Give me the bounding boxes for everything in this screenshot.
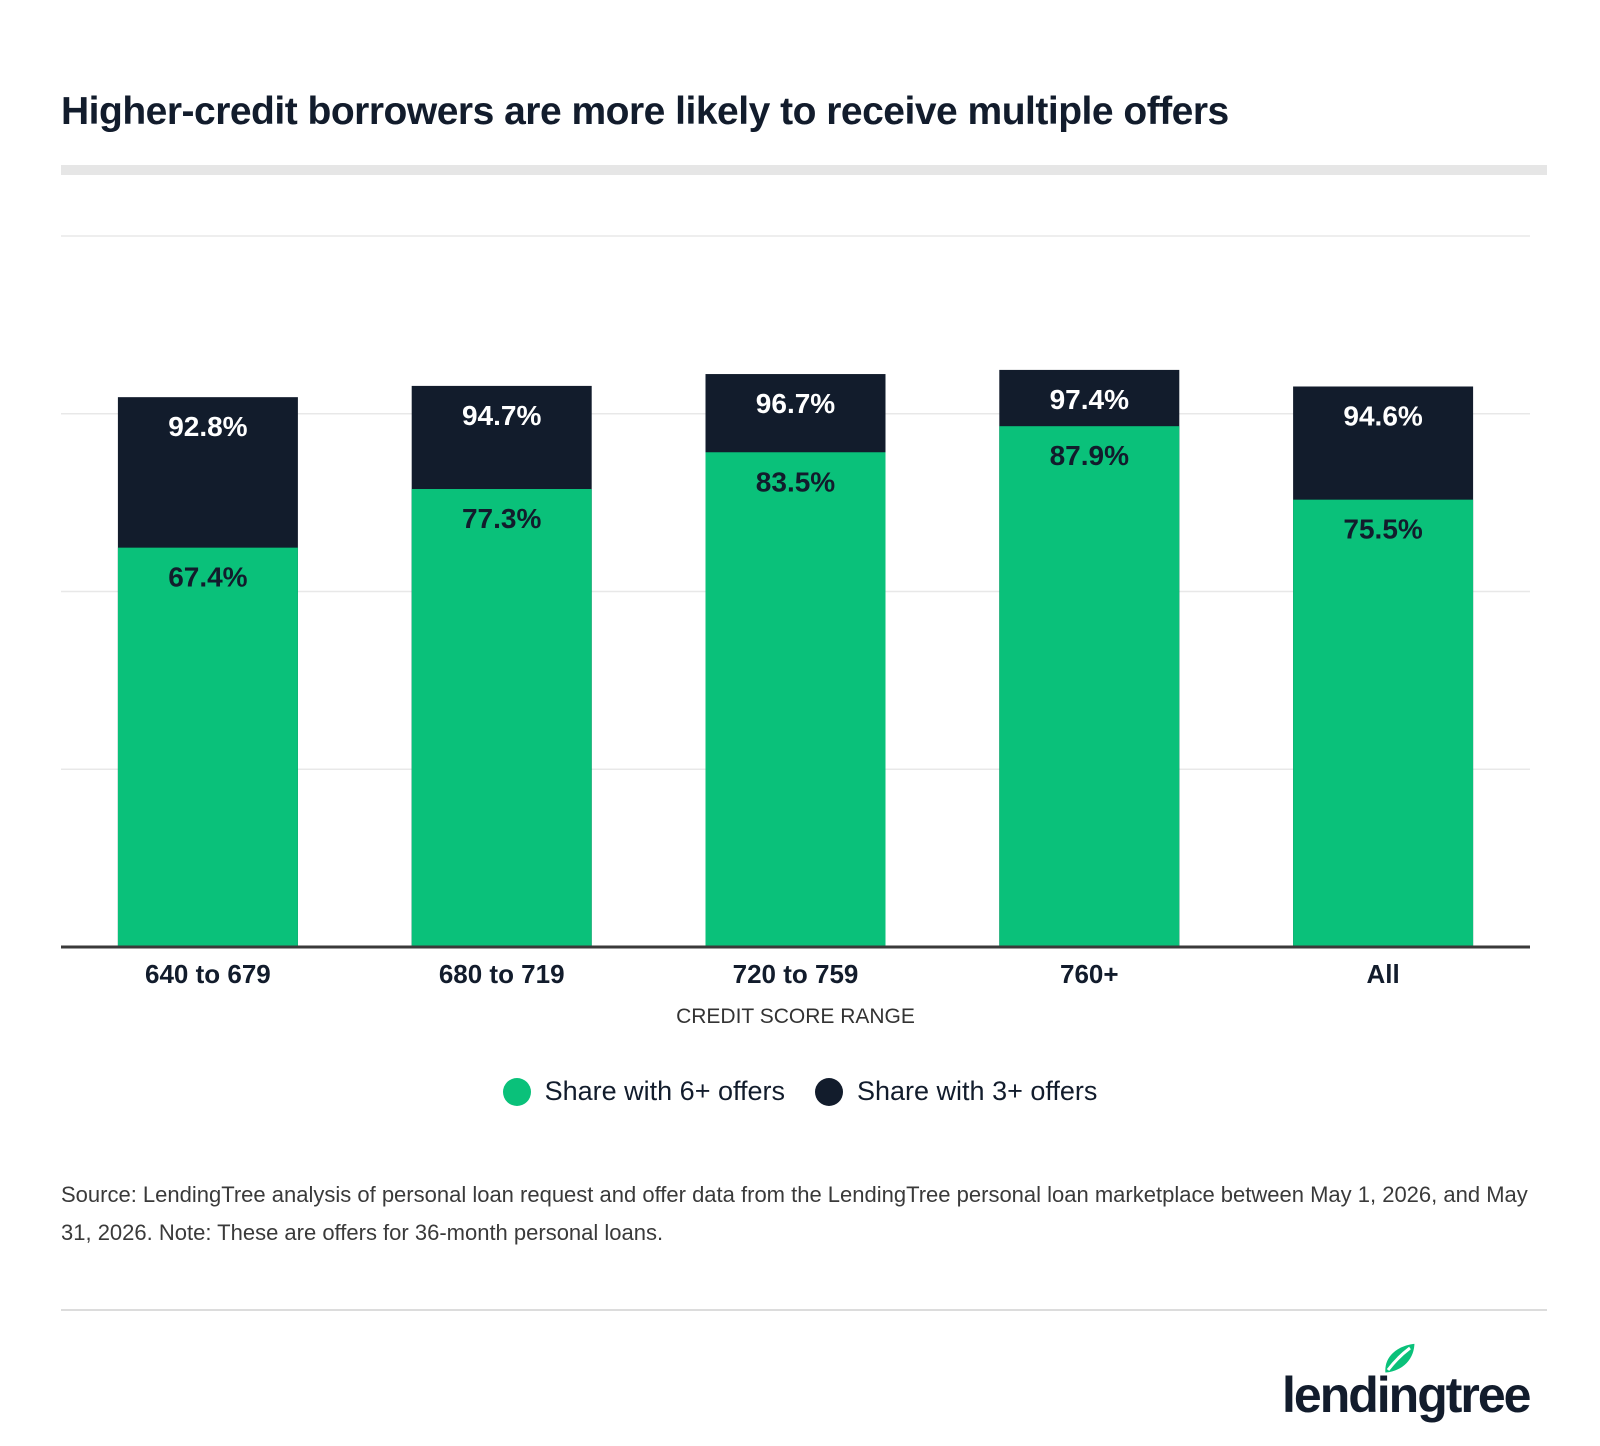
data-label-6plus-0: 67.4%: [168, 562, 247, 593]
bar-6plus-1: [411, 488, 592, 947]
data-label-6plus-4: 75.5%: [1343, 514, 1422, 545]
data-label-3plus-3: 97.4%: [1050, 384, 1129, 415]
bar-chart: 92.8% 67.4% 94.7% 77.3% 96.7% 83.5% 97.4% 87.9%…: [61, 235, 1530, 1028]
footer-divider: [61, 1309, 1547, 1311]
legend: Share with 6+ offers Share with 3+ offer…: [0, 1076, 1600, 1107]
logo-wordmark: lendingtree: [1282, 1367, 1531, 1423]
legend-swatch-6plus: [502, 1077, 531, 1106]
legend-item-6plus: Share with 6+ offers: [502, 1076, 785, 1107]
x-axis-title: CREDIT SCORE RANGE: [676, 1005, 915, 1028]
x-tick-label: 760+: [1060, 959, 1119, 989]
data-label-6plus-3: 87.9%: [1050, 440, 1129, 471]
source-note: Source: LendingTree analysis of personal…: [61, 1182, 1528, 1245]
x-tick-label: All: [1366, 959, 1399, 989]
title-divider: [61, 165, 1547, 175]
x-tick-label: 640 to 679: [145, 959, 271, 989]
bar-6plus-2: [705, 452, 886, 947]
bar-6plus-0: [117, 547, 298, 947]
bar-6plus-4: [1293, 499, 1474, 947]
data-label-6plus-2: 83.5%: [756, 466, 835, 497]
legend-item-3plus: Share with 3+ offers: [815, 1076, 1097, 1107]
legend-label-6plus: Share with 6+ offers: [544, 1076, 785, 1106]
bars: [117, 369, 1474, 948]
x-tick-label: 720 to 759: [733, 959, 859, 989]
leaf-icon: [1382, 1340, 1418, 1376]
chart-title: Higher-credit borrowers are more likely …: [61, 90, 1229, 133]
legend-label-3plus: Share with 3+ offers: [857, 1076, 1098, 1106]
data-label-3plus-4: 94.6%: [1343, 400, 1422, 431]
data-label-6plus-1: 77.3%: [462, 503, 541, 534]
x-tick-label: 680 to 719: [439, 959, 565, 989]
data-label-3plus-0: 92.8%: [168, 411, 247, 442]
data-label-3plus-1: 94.7%: [462, 400, 541, 431]
bar-6plus-3: [999, 426, 1180, 947]
data-labels: 92.8% 67.4% 94.7% 77.3% 96.7% 83.5% 97.4% 87.9%…: [168, 384, 1423, 593]
x-tick-labels: 640 to 679 680 to 719 720 to 759 760+ All: [145, 959, 1400, 989]
legend-swatch-3plus: [815, 1077, 843, 1106]
lendingtree-logo: lendingtree: [1282, 1340, 1533, 1423]
data-label-3plus-2: 96.7%: [756, 388, 835, 419]
